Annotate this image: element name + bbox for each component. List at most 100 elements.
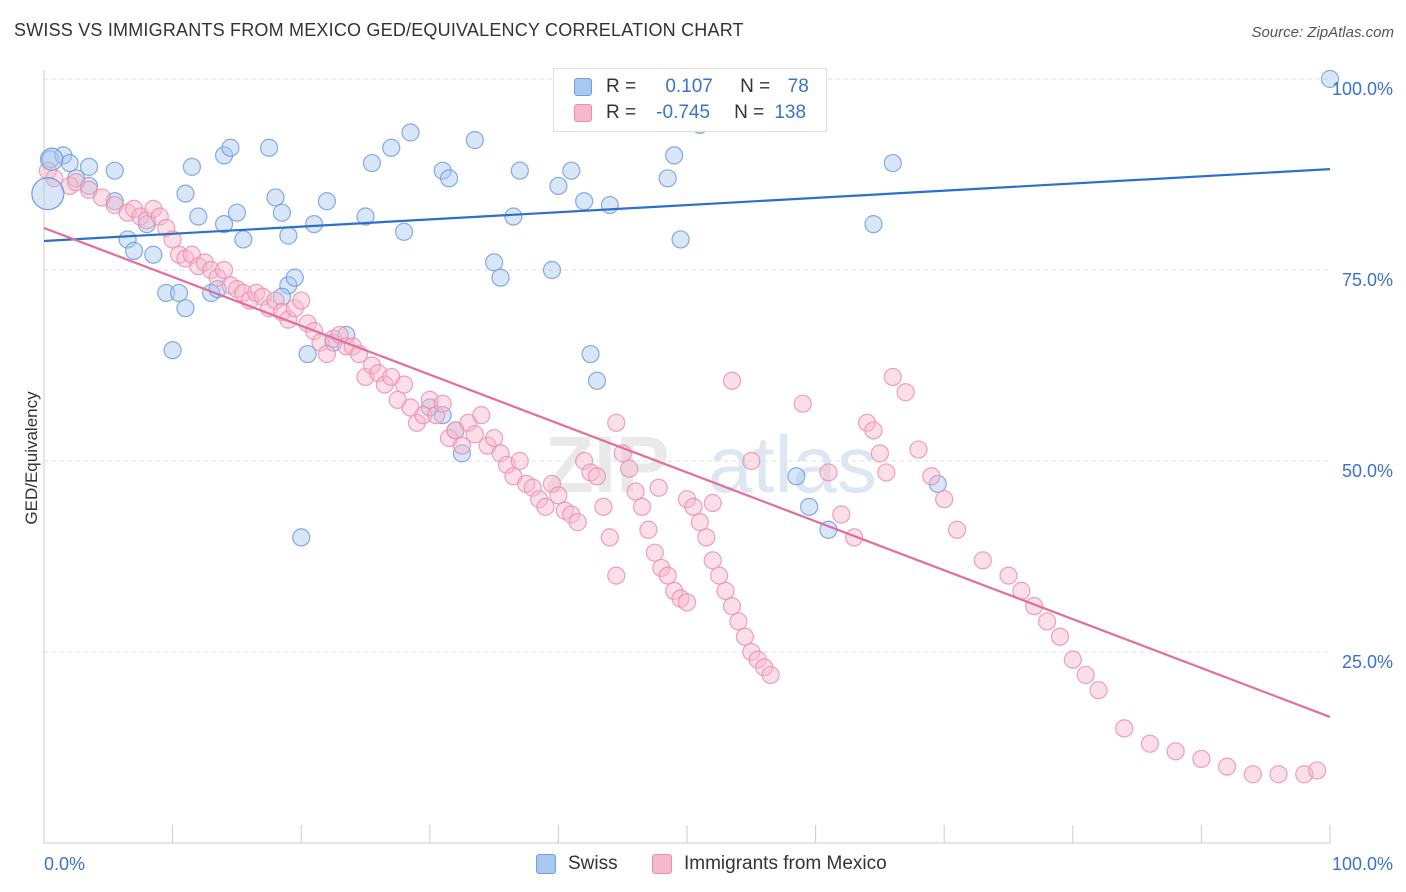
mexico-point-80 — [587, 467, 607, 486]
mexico-point-90 — [652, 558, 671, 578]
mexico-point-76 — [562, 505, 581, 524]
mexico-point-61 — [465, 425, 484, 444]
swiss-r-label: R = — [606, 76, 637, 97]
swiss-point-40 — [382, 138, 401, 157]
swiss-point-2 — [60, 153, 79, 173]
mexico-point-72 — [536, 497, 555, 516]
mexico-point-83 — [607, 413, 626, 432]
swiss-point-41 — [401, 123, 420, 142]
mexico-point-68 — [510, 451, 529, 471]
mexico-point-121 — [877, 463, 896, 482]
x-tick-label-0: 0.0% — [44, 854, 85, 874]
mexico-point-95 — [684, 497, 703, 516]
mexico-point-11 — [144, 199, 163, 218]
bottom-swiss-label: Swiss — [568, 853, 618, 874]
mexico-point-88 — [639, 520, 658, 539]
swiss-point-14 — [189, 207, 208, 226]
mexico-point-97 — [697, 528, 716, 547]
mexico-point-127 — [947, 520, 967, 539]
mexico-point-34 — [292, 291, 311, 310]
swiss-point-54 — [542, 260, 562, 280]
mexico-point-116 — [832, 505, 851, 524]
mexico-point-132 — [1037, 612, 1057, 631]
swiss-point-22 — [227, 203, 246, 222]
y-tick-label-3: 100.0% — [1332, 79, 1393, 99]
swiss-point-38 — [356, 207, 375, 226]
swiss-point-29 — [279, 226, 298, 245]
mexico-point-78 — [575, 451, 594, 471]
mexico-point-45 — [362, 356, 382, 375]
points-layer — [31, 69, 1340, 784]
swiss-point-18 — [163, 341, 182, 360]
swiss-point-32 — [285, 268, 304, 287]
swiss-point-66 — [671, 230, 690, 249]
mexico-point-100 — [716, 581, 735, 600]
mexico-point-85 — [620, 459, 639, 478]
swiss-trend-line — [43, 168, 1331, 243]
chart-title: SWISS VS IMMIGRANTS FROM MEXICO GED/EQUI… — [14, 20, 744, 40]
labels-layer: 25.0% 50.0% 75.0% 100.0% 0.0% 100.0% GED/Equiv… — [22, 79, 1393, 874]
swiss-point-42 — [394, 222, 414, 241]
swiss-point-59 — [587, 371, 607, 390]
swiss-point-49 — [465, 131, 484, 150]
mexico-point-30 — [266, 291, 285, 310]
swiss-point-64 — [658, 169, 677, 188]
mexico-point-19 — [195, 253, 214, 272]
swiss-point-33 — [304, 215, 324, 234]
mexico-point-82 — [600, 528, 619, 547]
swiss-point-4 — [105, 161, 124, 180]
watermark-zip: ZIP — [545, 420, 669, 509]
swiss-point-77 — [1320, 69, 1340, 89]
swiss-point-51 — [491, 268, 510, 287]
mexico-point-114 — [793, 394, 812, 413]
swiss-point-11 — [144, 245, 163, 264]
mexico-point-73 — [542, 474, 562, 494]
mexico-point-135 — [1076, 665, 1095, 685]
swiss-point-58 — [581, 344, 600, 364]
axes-layer — [43, 70, 1331, 844]
stats-legend: R = 0.107 N = 78 R = -0.745 N = 138 — [553, 68, 827, 132]
swiss-n-label: N = — [740, 76, 771, 97]
mexico-point-103 — [735, 627, 754, 646]
y-tick-label-2: 75.0% — [1342, 270, 1393, 290]
mexico-point-102 — [729, 612, 748, 631]
swiss-point-74 — [883, 153, 902, 173]
mexico-r-label: R = — [606, 102, 637, 123]
swiss-point-16 — [176, 299, 195, 318]
swiss-point-17 — [157, 283, 176, 303]
swiss-point-23 — [234, 230, 253, 249]
trend-layer — [43, 168, 1331, 718]
mexico-point-89 — [645, 543, 664, 562]
bottom-mexico-swatch — [652, 854, 672, 874]
mexico-point-87 — [632, 497, 652, 516]
mexico-point-71 — [530, 490, 549, 509]
swiss-point-60 — [600, 195, 619, 215]
mexico-point-109 — [677, 593, 697, 612]
swiss-point-35 — [298, 344, 317, 364]
mexico-point-140 — [1192, 749, 1211, 769]
mexico-point-119 — [864, 421, 883, 440]
mexico-point-137 — [1115, 719, 1134, 738]
mexico-point-145 — [1308, 761, 1327, 780]
swiss-point-76 — [292, 528, 311, 547]
mexico-point-91 — [658, 566, 677, 585]
stats-legend-row-mexico: R = -0.745 N = 138 — [574, 101, 808, 125]
bottom-legend-mexico: Immigrants from Mexico — [652, 852, 887, 876]
mexico-point-86 — [626, 482, 645, 501]
mexico-point-124 — [909, 440, 928, 459]
mexico-point-113 — [742, 451, 761, 471]
mexico-point-128 — [973, 551, 992, 570]
mexico-point-136 — [1089, 681, 1108, 700]
mexico-point-129 — [999, 566, 1018, 585]
swiss-point-56 — [562, 161, 581, 180]
mexico-point-134 — [1063, 650, 1082, 669]
swiss-point-53 — [510, 161, 529, 180]
mexico-point-12 — [150, 207, 169, 226]
mexico-point-62 — [472, 406, 491, 425]
mexico-point-118 — [857, 413, 877, 432]
mexico-point-94 — [677, 490, 697, 509]
mexico-point-101 — [722, 597, 742, 616]
swiss-point-48 — [439, 169, 459, 188]
swiss-point-34 — [317, 192, 337, 211]
mexico-point-55 — [427, 406, 446, 425]
